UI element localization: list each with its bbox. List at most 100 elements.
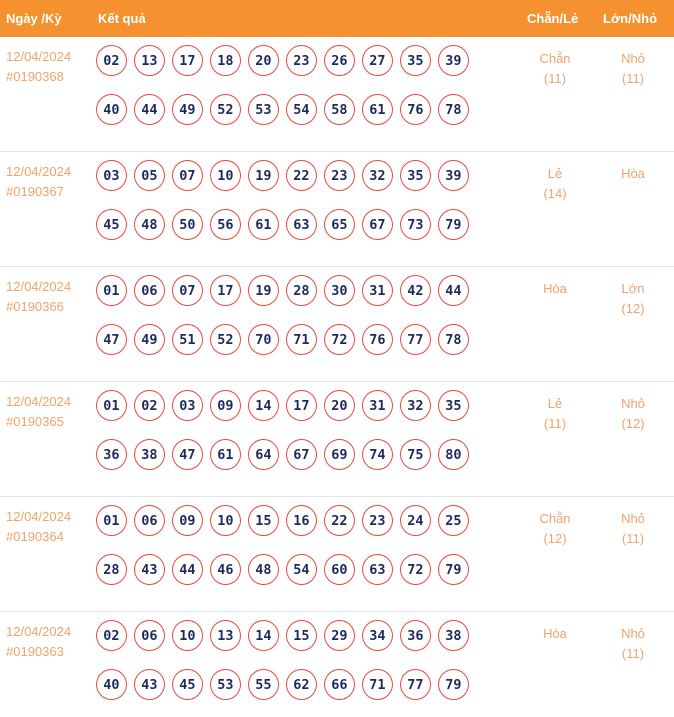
column-header-date: Ngày /Kỳ bbox=[6, 11, 62, 26]
results-table-header: Ngày /Kỳ Kết quả Chẵn/Lẻ Lớn/Nhỏ bbox=[0, 0, 674, 37]
number-ball: 63 bbox=[362, 554, 393, 585]
number-ball: 38 bbox=[134, 439, 165, 470]
number-ball: 79 bbox=[438, 669, 469, 700]
number-ball: 30 bbox=[324, 275, 355, 306]
number-ball: 23 bbox=[362, 505, 393, 536]
big-small-result: Nhỏ bbox=[621, 511, 645, 526]
number-ball: 45 bbox=[96, 209, 127, 240]
number-ball: 28 bbox=[286, 275, 317, 306]
number-ball: 76 bbox=[362, 324, 393, 355]
number-ball: 17 bbox=[286, 390, 317, 421]
number-ball: 54 bbox=[286, 94, 317, 125]
number-ball: 20 bbox=[324, 390, 355, 421]
number-ball: 47 bbox=[96, 324, 127, 355]
even-odd-result: Chẵn bbox=[539, 511, 571, 526]
ball-line: 36 38 47 61 64 67 69 74 75 80 bbox=[96, 439, 476, 473]
result-balls: 01 06 09 10 15 16 22 23 24 25 28 43 44 46 48 54 60 63 72 79 bbox=[96, 505, 476, 603]
big-small-count: (12) bbox=[621, 301, 645, 316]
number-ball: 09 bbox=[210, 390, 241, 421]
result-balls: 01 06 07 17 19 28 30 31 42 44 47 49 51 52 70 71 72 76 77 78 bbox=[96, 275, 476, 373]
number-ball: 44 bbox=[134, 94, 165, 125]
big-small-result: Hòa bbox=[621, 166, 645, 181]
draw-id: #0190367 bbox=[6, 184, 64, 199]
number-ball: 43 bbox=[134, 669, 165, 700]
number-ball: 50 bbox=[172, 209, 203, 240]
number-ball: 13 bbox=[134, 45, 165, 76]
even-odd-cell: Hòa bbox=[525, 624, 585, 644]
number-ball: 52 bbox=[210, 324, 241, 355]
even-odd-cell: Lẻ (14) bbox=[525, 164, 585, 204]
number-ball: 14 bbox=[248, 390, 279, 421]
draw-date: 12/04/2024 bbox=[6, 624, 72, 639]
ball-line: 02 06 10 13 14 15 29 34 36 38 bbox=[96, 620, 476, 654]
even-odd-cell: Chẵn (12) bbox=[525, 509, 585, 549]
even-odd-count: (11) bbox=[543, 416, 567, 431]
number-ball: 02 bbox=[134, 390, 165, 421]
number-ball: 39 bbox=[438, 160, 469, 191]
number-ball: 48 bbox=[134, 209, 165, 240]
big-small-cell: Nhỏ (11) bbox=[603, 509, 663, 549]
ball-line: 40 43 45 53 55 62 66 71 77 79 bbox=[96, 669, 476, 703]
column-header-even-odd: Chẵn/Lẻ bbox=[527, 11, 579, 26]
number-ball: 06 bbox=[134, 505, 165, 536]
number-ball: 25 bbox=[438, 505, 469, 536]
number-ball: 80 bbox=[438, 439, 469, 470]
number-ball: 07 bbox=[172, 275, 203, 306]
number-ball: 02 bbox=[96, 620, 127, 651]
result-balls: 01 02 03 09 14 17 20 31 32 35 36 38 47 61 64 67 69 74 75 80 bbox=[96, 390, 476, 488]
big-small-cell: Lớn (12) bbox=[603, 279, 663, 319]
big-small-count: (11) bbox=[621, 531, 645, 546]
number-ball: 06 bbox=[134, 275, 165, 306]
number-ball: 03 bbox=[96, 160, 127, 191]
number-ball: 58 bbox=[324, 94, 355, 125]
number-ball: 07 bbox=[172, 160, 203, 191]
number-ball: 43 bbox=[134, 554, 165, 585]
even-odd-result: Lẻ bbox=[547, 396, 563, 411]
number-ball: 78 bbox=[438, 94, 469, 125]
number-ball: 65 bbox=[324, 209, 355, 240]
number-ball: 61 bbox=[362, 94, 393, 125]
number-ball: 49 bbox=[134, 324, 165, 355]
number-ball: 73 bbox=[400, 209, 431, 240]
number-ball: 34 bbox=[362, 620, 393, 651]
number-ball: 40 bbox=[96, 94, 127, 125]
draw-id: #0190365 bbox=[6, 414, 64, 429]
draw-id: #0190366 bbox=[6, 299, 64, 314]
number-ball: 44 bbox=[172, 554, 203, 585]
ball-line: 01 02 03 09 14 17 20 31 32 35 bbox=[96, 390, 476, 424]
number-ball: 16 bbox=[286, 505, 317, 536]
number-ball: 71 bbox=[286, 324, 317, 355]
number-ball: 53 bbox=[248, 94, 279, 125]
number-ball: 38 bbox=[438, 620, 469, 651]
number-ball: 22 bbox=[286, 160, 317, 191]
number-ball: 66 bbox=[324, 669, 355, 700]
even-odd-result: Hòa bbox=[543, 281, 567, 296]
number-ball: 17 bbox=[210, 275, 241, 306]
number-ball: 31 bbox=[362, 390, 393, 421]
ball-line: 02 13 17 18 20 23 26 27 35 39 bbox=[96, 45, 476, 79]
number-ball: 05 bbox=[134, 160, 165, 191]
ball-line: 47 49 51 52 70 71 72 76 77 78 bbox=[96, 324, 476, 358]
number-ball: 77 bbox=[400, 669, 431, 700]
number-ball: 71 bbox=[362, 669, 393, 700]
even-odd-result: Hòa bbox=[543, 626, 567, 641]
number-ball: 39 bbox=[438, 45, 469, 76]
number-ball: 47 bbox=[172, 439, 203, 470]
number-ball: 64 bbox=[248, 439, 279, 470]
number-ball: 61 bbox=[210, 439, 241, 470]
results-table-body: 12/04/2024 #0190368 02 13 17 18 20 23 26 27 35 39 40… bbox=[0, 37, 674, 717]
number-ball: 36 bbox=[400, 620, 431, 651]
even-odd-count: (12) bbox=[543, 531, 567, 546]
draw-date: 12/04/2024 bbox=[6, 394, 72, 409]
ball-line: 40 44 49 52 53 54 58 61 76 78 bbox=[96, 94, 476, 128]
number-ball: 78 bbox=[438, 324, 469, 355]
number-ball: 10 bbox=[172, 620, 203, 651]
number-ball: 17 bbox=[172, 45, 203, 76]
big-small-count: (11) bbox=[621, 646, 645, 661]
big-small-count: (12) bbox=[621, 416, 645, 431]
number-ball: 72 bbox=[400, 554, 431, 585]
number-ball: 79 bbox=[438, 554, 469, 585]
draw-id: #0190363 bbox=[6, 644, 64, 659]
result-row: 12/04/2024 #0190366 01 06 07 17 19 28 30 31 42 44 47… bbox=[0, 267, 674, 382]
even-odd-cell: Lẻ (11) bbox=[525, 394, 585, 434]
